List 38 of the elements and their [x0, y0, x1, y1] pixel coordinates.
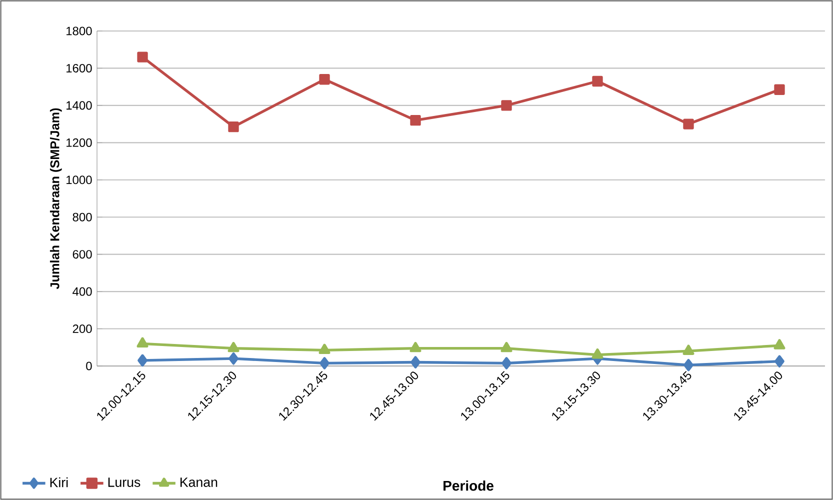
point [502, 357, 512, 370]
y-tick-label: 200 [72, 324, 92, 334]
point [318, 344, 330, 354]
point [228, 342, 240, 352]
point [774, 84, 785, 95]
y-tick-label: 1800 [66, 26, 92, 36]
point [410, 356, 420, 368]
point [774, 355, 784, 368]
x-axis-title: Periode [444, 480, 494, 491]
point [683, 118, 694, 130]
point [682, 344, 694, 355]
legend-label: Kanan [180, 478, 218, 487]
point [774, 339, 786, 350]
point [501, 100, 512, 111]
point [136, 337, 148, 348]
point [410, 342, 422, 352]
y-tick-label: 1600 [66, 64, 92, 72]
point [138, 354, 148, 367]
y-tick-label: 400 [72, 287, 92, 296]
y-tick-label: 0 [86, 362, 92, 370]
point [228, 352, 238, 365]
point [592, 348, 604, 359]
y-tick-label: 800 [72, 212, 92, 222]
point [592, 76, 603, 87]
point [228, 122, 239, 132]
point [410, 114, 421, 126]
legend-label: Kiri [50, 477, 68, 488]
legend-label: Lurus [108, 478, 140, 487]
y-tick-label: 600 [72, 250, 92, 259]
y-axis-title: Jumlah Kendaraan (SMP/Jam) [50, 108, 62, 290]
point [320, 357, 330, 370]
y-tick-label: 1000 [66, 176, 92, 184]
y-tick-label: 1200 [66, 138, 92, 147]
point [137, 52, 148, 62]
y-tick-label: 1400 [66, 101, 92, 110]
point [500, 342, 512, 352]
point [684, 358, 694, 372]
point [319, 74, 330, 85]
